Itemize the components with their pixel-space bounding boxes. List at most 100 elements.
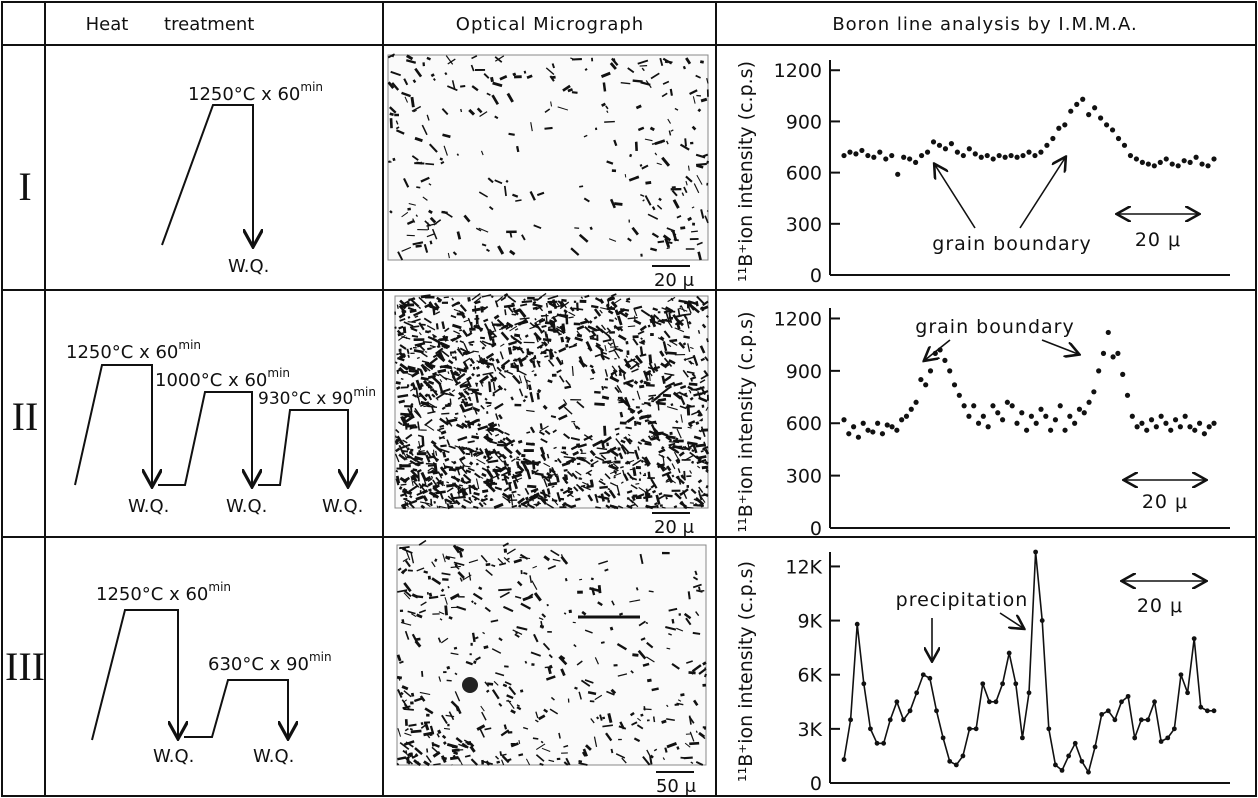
micro-speck (639, 353, 647, 357)
micrograph-frame (396, 544, 707, 766)
micro-speck (638, 620, 646, 627)
data-dot (948, 141, 955, 147)
micro-speck (623, 379, 635, 385)
micro-speck (518, 388, 524, 397)
micro-speck (491, 648, 502, 654)
micro-speck (454, 381, 461, 386)
micro-speck (609, 482, 617, 487)
micro-speck (536, 343, 544, 349)
micro-speck (590, 330, 597, 337)
micro-speck (640, 309, 651, 317)
micro-speck (503, 388, 507, 391)
plot (841, 329, 1217, 440)
micro-speck (414, 342, 426, 347)
micro-speck (601, 329, 610, 337)
micro-speck (609, 626, 614, 631)
micro-speck (683, 505, 688, 510)
micro-speck (651, 489, 657, 494)
micro-speck (402, 749, 407, 754)
micro-speck (576, 400, 585, 409)
micro-speck (470, 64, 475, 72)
annotation: grain boundary (932, 233, 1091, 255)
micro-speck (455, 423, 465, 430)
micro-speck (696, 174, 703, 185)
micro-speck (560, 451, 569, 456)
micro-speck (609, 198, 616, 209)
micro-speck (565, 757, 571, 766)
micro-speck (686, 660, 693, 664)
micro-speck (499, 75, 508, 81)
micro-speck (416, 394, 421, 406)
micro-speck (512, 479, 519, 490)
micro-speck (409, 347, 413, 350)
data-dot (841, 152, 847, 159)
micro-speck (486, 483, 496, 493)
micro-speck (578, 691, 582, 700)
data-dot (1158, 413, 1164, 419)
micro-speck (539, 762, 544, 766)
micro-speck (547, 564, 557, 570)
micro-speck (617, 365, 622, 371)
micro-speck (640, 339, 646, 344)
micro-speck (666, 704, 669, 708)
data-dot (1187, 424, 1193, 430)
annotation-arrow (925, 339, 951, 360)
micro-speck (476, 373, 481, 378)
micro-speck (615, 432, 620, 436)
micro-speck (421, 360, 430, 364)
micro-speck (495, 454, 504, 463)
micro-speck (535, 711, 539, 719)
micro-speck (553, 351, 557, 354)
micro-speck (584, 294, 590, 299)
micro-speck (590, 718, 595, 724)
micro-speck (567, 88, 573, 93)
micro-speck (612, 58, 616, 62)
micro-speck (641, 67, 645, 72)
data-dot (1120, 371, 1126, 377)
heat-cycle (158, 391, 252, 485)
micro-speck (629, 711, 635, 717)
micro-speck (397, 756, 407, 761)
micro-speck (667, 296, 676, 303)
micro-speck (502, 460, 508, 467)
micro-speck (466, 379, 472, 388)
micro-speck (404, 423, 408, 430)
micro-speck (395, 435, 398, 439)
data-dot (1020, 152, 1026, 159)
micro-speck (562, 399, 568, 405)
micro-speck (397, 394, 409, 399)
micro-speck (408, 752, 413, 758)
micro-speck (520, 502, 528, 508)
micro-speck (426, 233, 435, 238)
micro-speck (501, 753, 507, 757)
micro-speck (401, 443, 411, 449)
micro-speck (512, 72, 517, 77)
micro-speck (406, 447, 411, 451)
data-dot (960, 152, 966, 159)
micro-speck (632, 653, 639, 657)
micro-speck (492, 81, 503, 88)
micro-speck (605, 504, 611, 509)
data-dot (901, 154, 907, 160)
micro-speck (446, 665, 451, 670)
micro-speck (532, 306, 538, 310)
micro-speck (412, 393, 418, 398)
micro-speck (691, 460, 695, 464)
micro-speck (398, 444, 405, 455)
micro-speck (566, 339, 570, 343)
micro-speck (574, 497, 581, 502)
micro-speck (519, 317, 530, 320)
data-dot (1048, 427, 1054, 433)
micro-speck (463, 415, 467, 418)
micro-speck (523, 298, 526, 301)
micro-speck (395, 447, 401, 453)
micro-speck (676, 215, 682, 219)
micro-speck (454, 356, 458, 361)
micro-speck (555, 475, 560, 483)
micro-speck (565, 315, 569, 325)
micro-speck (620, 439, 626, 444)
micro-speck (668, 607, 678, 612)
micro-speck (630, 503, 636, 507)
data-dot (934, 708, 939, 714)
micro-speck (698, 586, 701, 591)
